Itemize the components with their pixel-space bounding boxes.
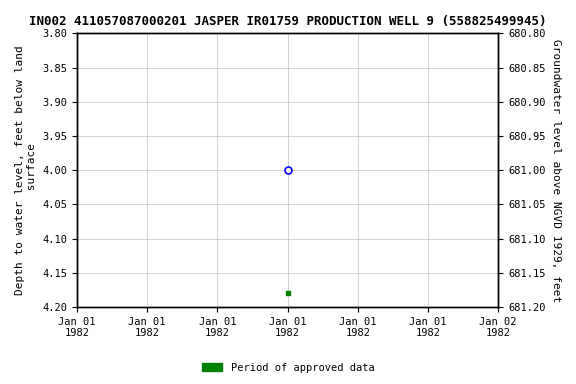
Legend: Period of approved data: Period of approved data — [198, 359, 378, 377]
Title: IN002 411057087000201 JASPER IR01759 PRODUCTION WELL 9 (558825499945): IN002 411057087000201 JASPER IR01759 PRO… — [29, 15, 546, 28]
Y-axis label: Depth to water level, feet below land
 surface: Depth to water level, feet below land su… — [15, 45, 37, 295]
Y-axis label: Groundwater level above NGVD 1929, feet: Groundwater level above NGVD 1929, feet — [551, 38, 561, 302]
